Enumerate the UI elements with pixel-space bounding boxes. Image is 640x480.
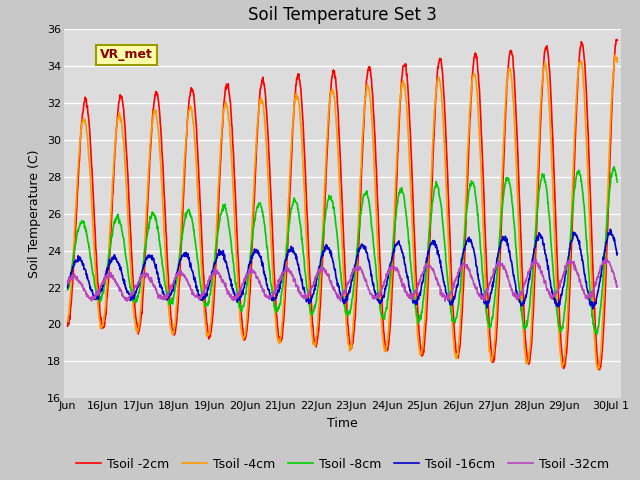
Tsoil -32cm xyxy=(518,292,525,298)
Tsoil -2cm xyxy=(613,37,621,43)
Tsoil -8cm xyxy=(613,179,621,185)
Text: VR_met: VR_met xyxy=(100,48,153,61)
Y-axis label: Soil Temperature (C): Soil Temperature (C) xyxy=(28,149,42,278)
Tsoil -4cm xyxy=(594,367,602,372)
Tsoil -16cm xyxy=(64,285,72,290)
Tsoil -4cm xyxy=(564,291,572,297)
Tsoil -8cm xyxy=(292,200,300,206)
Tsoil -4cm xyxy=(517,281,525,287)
Tsoil -8cm xyxy=(611,164,618,170)
Tsoil -32cm xyxy=(613,284,621,289)
Tsoil -16cm xyxy=(280,269,287,275)
Tsoil -4cm xyxy=(292,90,300,96)
Tsoil -4cm xyxy=(611,52,619,58)
X-axis label: Time: Time xyxy=(327,417,358,430)
Tsoil -32cm xyxy=(565,260,573,265)
Tsoil -16cm xyxy=(292,254,300,260)
Tsoil -16cm xyxy=(589,306,596,312)
Tsoil -8cm xyxy=(185,206,193,212)
Tsoil -8cm xyxy=(280,278,287,284)
Tsoil -32cm xyxy=(185,283,193,288)
Tsoil -8cm xyxy=(427,217,435,223)
Tsoil -4cm xyxy=(280,305,287,311)
Tsoil -4cm xyxy=(613,59,621,65)
Tsoil -2cm xyxy=(613,36,621,42)
Line: Tsoil -2cm: Tsoil -2cm xyxy=(68,39,617,370)
Tsoil -8cm xyxy=(64,287,72,292)
Tsoil -16cm xyxy=(607,227,614,232)
Tsoil -16cm xyxy=(185,254,193,260)
Line: Tsoil -4cm: Tsoil -4cm xyxy=(68,55,617,370)
Tsoil -2cm xyxy=(517,238,525,243)
Tsoil -2cm xyxy=(185,100,193,106)
Tsoil -16cm xyxy=(613,250,621,256)
Tsoil -2cm xyxy=(292,76,300,82)
Tsoil -2cm xyxy=(595,367,603,372)
Title: Soil Temperature Set 3: Soil Temperature Set 3 xyxy=(248,6,437,24)
Tsoil -32cm xyxy=(427,263,435,269)
Tsoil -4cm xyxy=(64,318,72,324)
Tsoil -32cm xyxy=(292,282,300,288)
Tsoil -8cm xyxy=(593,332,600,337)
Tsoil -4cm xyxy=(185,108,193,113)
Tsoil -32cm xyxy=(531,255,538,261)
Tsoil -32cm xyxy=(64,279,72,285)
Legend: Tsoil -2cm, Tsoil -4cm, Tsoil -8cm, Tsoil -16cm, Tsoil -32cm: Tsoil -2cm, Tsoil -4cm, Tsoil -8cm, Tsoi… xyxy=(70,453,614,476)
Tsoil -8cm xyxy=(564,264,572,270)
Tsoil -2cm xyxy=(280,321,287,326)
Tsoil -8cm xyxy=(517,308,525,313)
Line: Tsoil -16cm: Tsoil -16cm xyxy=(68,229,617,309)
Tsoil -2cm xyxy=(564,319,572,324)
Tsoil -2cm xyxy=(64,323,72,329)
Tsoil -32cm xyxy=(280,271,287,276)
Line: Tsoil -32cm: Tsoil -32cm xyxy=(68,258,617,301)
Tsoil -2cm xyxy=(427,218,435,224)
Tsoil -4cm xyxy=(427,189,435,195)
Tsoil -16cm xyxy=(517,303,525,309)
Tsoil -16cm xyxy=(564,254,572,260)
Tsoil -16cm xyxy=(427,241,435,247)
Tsoil -32cm xyxy=(441,298,449,304)
Line: Tsoil -8cm: Tsoil -8cm xyxy=(68,167,617,335)
